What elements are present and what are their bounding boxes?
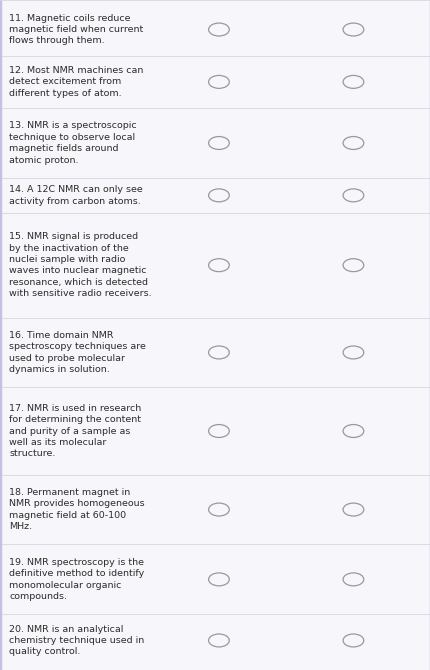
Ellipse shape [208, 189, 229, 202]
Ellipse shape [342, 137, 363, 149]
Ellipse shape [342, 346, 363, 359]
Bar [0, 108, 430, 178]
Bar [0, 213, 430, 318]
Bar [0, 545, 430, 614]
Text: 13. NMR is a spectroscopic
technique to observe local
magnetic fields around
ato: 13. NMR is a spectroscopic technique to … [9, 121, 137, 165]
Ellipse shape [208, 23, 229, 36]
Bar [0, 474, 430, 545]
Ellipse shape [342, 634, 363, 647]
Ellipse shape [208, 346, 229, 359]
Bar [0, 178, 430, 213]
Bar [0, 614, 430, 667]
Ellipse shape [342, 503, 363, 516]
Text: 14. A 12C NMR can only see
activity from carbon atoms.: 14. A 12C NMR can only see activity from… [9, 185, 143, 206]
Ellipse shape [342, 425, 363, 438]
Text: 19. NMR spectroscopy is the
definitive method to identify
monomolecular organic
: 19. NMR spectroscopy is the definitive m… [9, 557, 144, 601]
Text: 20. NMR is an analytical
chemistry technique used in
quality control.: 20. NMR is an analytical chemistry techn… [9, 624, 144, 657]
Ellipse shape [342, 573, 363, 586]
Text: 12. Most NMR machines can
detect excitement from
different types of atom.: 12. Most NMR machines can detect excitem… [9, 66, 144, 98]
Text: 18. Permanent magnet in
NMR provides homogeneous
magnetic field at 60-100
MHz.: 18. Permanent magnet in NMR provides hom… [9, 488, 145, 531]
Bar [0, 318, 430, 387]
Ellipse shape [342, 76, 363, 88]
Ellipse shape [208, 634, 229, 647]
Ellipse shape [208, 573, 229, 586]
Bar [0, 3, 430, 56]
Ellipse shape [208, 259, 229, 271]
Text: 15. NMR signal is produced
by the inactivation of the
nuclei sample with radio
w: 15. NMR signal is produced by the inacti… [9, 232, 152, 298]
Ellipse shape [342, 23, 363, 36]
Text: 16. Time domain NMR
spectroscopy techniques are
used to probe molecular
dynamics: 16. Time domain NMR spectroscopy techniq… [9, 331, 146, 374]
Ellipse shape [342, 189, 363, 202]
Text: 17. NMR is used in research
for determining the content
and purity of a sample a: 17. NMR is used in research for determin… [9, 403, 141, 458]
Text: 11. Magnetic coils reduce
magnetic field when current
flows through them.: 11. Magnetic coils reduce magnetic field… [9, 13, 143, 46]
Ellipse shape [208, 503, 229, 516]
Ellipse shape [208, 137, 229, 149]
Ellipse shape [342, 259, 363, 271]
Bar [0, 387, 430, 474]
Ellipse shape [208, 76, 229, 88]
Ellipse shape [208, 425, 229, 438]
Bar [0, 56, 430, 108]
